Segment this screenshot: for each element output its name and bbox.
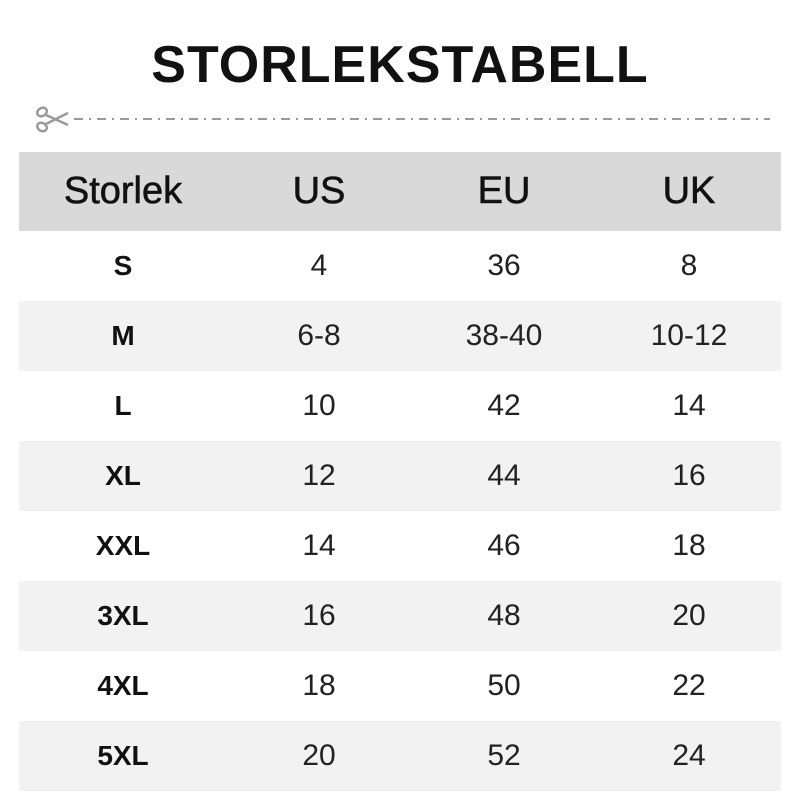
cell-us: 20 xyxy=(302,739,336,772)
cell-size: M xyxy=(111,320,135,351)
cell-size: 5XL xyxy=(97,740,149,771)
table-row: M 6-8 38-40 10-12 xyxy=(19,301,781,371)
cell-us: 18 xyxy=(302,669,336,702)
table-row: 3XL 16 48 20 xyxy=(19,581,781,651)
cell-eu: 46 xyxy=(487,529,521,562)
cell-eu: 42 xyxy=(487,389,521,422)
cell-eu: 36 xyxy=(487,249,521,282)
cell-us: 14 xyxy=(302,529,336,562)
table-row: XL 12 44 16 xyxy=(19,441,781,511)
cell-us: 6-8 xyxy=(297,319,341,352)
cell-us: 12 xyxy=(302,459,336,492)
header-us: US xyxy=(292,170,346,213)
cell-size: S xyxy=(113,250,133,281)
size-table: Storlek US EU UK S 4 36 8 M 6-8 38-40 10-12 L 10 4… xyxy=(19,152,781,791)
cell-uk: 14 xyxy=(672,389,706,422)
cell-us: 10 xyxy=(302,389,336,422)
cell-uk: 24 xyxy=(672,739,706,772)
cell-us: 16 xyxy=(302,599,336,632)
cell-us: 4 xyxy=(310,249,328,282)
cell-uk: 16 xyxy=(672,459,706,492)
cell-size: XXL xyxy=(95,530,151,561)
cell-size: XL xyxy=(105,460,141,491)
table-row: L 10 42 14 xyxy=(19,371,781,441)
cell-eu: 38-40 xyxy=(465,319,543,352)
table-row: 4XL 18 50 22 xyxy=(19,651,781,721)
table-row: 5XL 20 52 24 xyxy=(19,721,781,791)
scissors-icon xyxy=(35,106,69,133)
cell-uk: 8 xyxy=(680,249,698,282)
cell-eu: 50 xyxy=(487,669,521,702)
header-storlek: Storlek xyxy=(63,170,183,213)
cell-eu: 48 xyxy=(487,599,521,632)
cut-line xyxy=(35,106,770,133)
cell-size: 4XL xyxy=(97,670,149,701)
table-row: S 4 36 8 xyxy=(19,231,781,301)
cell-uk: 20 xyxy=(672,599,706,632)
header-eu: EU xyxy=(477,170,531,213)
cell-size: 3XL xyxy=(97,600,149,631)
header-uk: UK xyxy=(662,170,716,213)
table-header: Storlek US EU UK xyxy=(19,152,781,231)
cell-eu: 52 xyxy=(487,739,521,772)
cell-uk: 22 xyxy=(672,669,706,702)
page-title: STORLEKSTABELL xyxy=(151,36,649,94)
cell-eu: 44 xyxy=(487,459,521,492)
cell-size: L xyxy=(114,390,132,421)
table-row: XXL 14 46 18 xyxy=(19,511,781,581)
cell-uk: 10-12 xyxy=(650,319,728,352)
cell-uk: 18 xyxy=(672,529,706,562)
